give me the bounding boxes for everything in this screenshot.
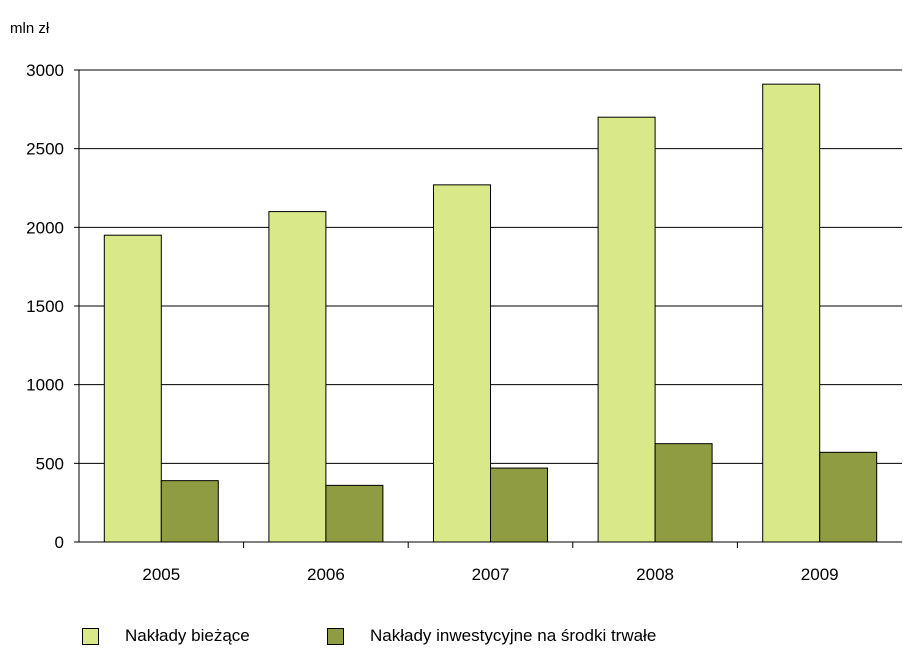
y-tick-label: 2000 — [26, 218, 64, 237]
bar-investment-2005 — [160, 480, 219, 543]
y-tick-label: 0 — [55, 533, 64, 552]
legend-label-investment: Nakłady inwestycyjne na środki trwałe — [370, 626, 657, 645]
bars — [103, 83, 878, 543]
bar-current-2008 — [597, 116, 656, 543]
legend-label-current: Nakłady bieżące — [125, 626, 250, 645]
legend-item-current: Nakłady bieżące — [82, 626, 250, 646]
x-tick-label: 2009 — [801, 565, 839, 584]
legend-swatch-investment — [327, 627, 344, 645]
bar-current-2005 — [103, 234, 162, 543]
tick-labels: 0 500 1000 1500 2000 2500 3000 2005 2006 2007 2008… — [26, 61, 838, 584]
legend: Nakłady bieżące Nakłady inwestycyjne na … — [0, 626, 903, 648]
x-tick-label: 2005 — [142, 565, 180, 584]
y-tick-label: 500 — [36, 454, 64, 473]
bar-investment-2008 — [654, 443, 713, 543]
x-tick-label: 2007 — [472, 565, 510, 584]
bar-current-2006 — [268, 211, 327, 543]
bar-current-2009 — [762, 83, 821, 543]
y-tick-label: 1500 — [26, 297, 64, 316]
y-axis-unit-label: mln zł — [10, 20, 50, 37]
axes — [74, 69, 902, 548]
y-tick-label: 2500 — [26, 140, 64, 159]
bar-investment-2006 — [325, 484, 384, 543]
legend-swatch-current — [82, 627, 99, 645]
bar-investment-2007 — [490, 467, 548, 543]
bar-investment-2009 — [819, 451, 878, 543]
x-tick-label: 2006 — [307, 565, 345, 584]
legend-item-investment: Nakłady inwestycyjne na środki trwałe — [327, 626, 656, 646]
bar-current-2007 — [433, 184, 491, 543]
bar-chart: 0 500 1000 1500 2000 2500 3000 2005 2006 2007 2008… — [26, 61, 902, 584]
x-tick-label: 2008 — [636, 565, 674, 584]
y-tick-label: 3000 — [26, 61, 64, 80]
y-tick-label: 1000 — [26, 376, 64, 395]
